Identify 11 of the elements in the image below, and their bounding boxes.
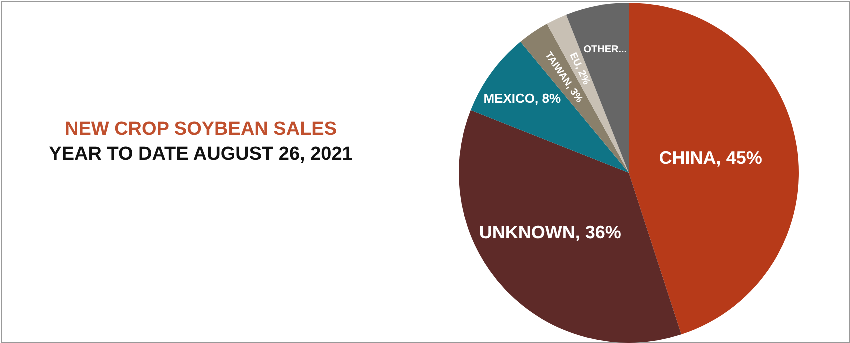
slice-label: CHINA [659, 148, 716, 168]
text: YEAR TO DATE AUGUST 26, 2021 [49, 144, 354, 165]
text: NEW CROP SOYBEAN SALES [64, 119, 338, 140]
data-label: , 45% [716, 148, 762, 168]
slice-label: UNKNOWN [479, 222, 576, 243]
data-label: , 8% [535, 91, 562, 106]
pie-slice [470, 42, 629, 173]
data-label: , 36% [575, 222, 622, 243]
pie-slice [629, 3, 799, 335]
slice-label: OTHER... [584, 44, 628, 56]
slice-label: MEXICO [484, 91, 536, 106]
